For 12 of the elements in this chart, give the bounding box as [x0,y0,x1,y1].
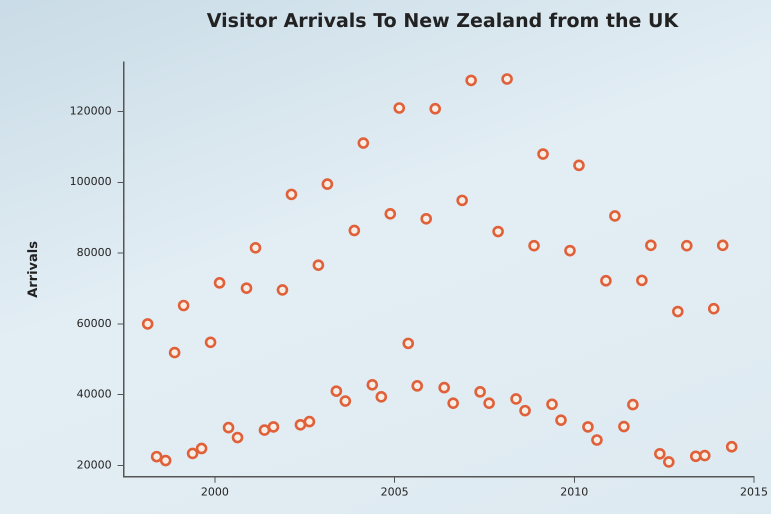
y-tick-label: 100000 [70,175,112,188]
y-tick-label: 40000 [76,388,112,401]
y-tick-label: 120000 [70,104,112,118]
y-tick-label: 60000 [76,316,112,330]
x-tick-label: 2010 [560,485,588,498]
chart-title: Visitor Arrivals To New Zealand from the UK [206,10,680,32]
x-tick-label: 2005 [380,485,409,498]
y-axis-title: Arrivals [26,240,42,298]
y-tick-label: 20000 [76,458,112,472]
x-tick-label: 2015 [740,485,768,498]
y-tick-label: 80000 [76,246,112,259]
x-tick-label: 2000 [200,485,229,498]
